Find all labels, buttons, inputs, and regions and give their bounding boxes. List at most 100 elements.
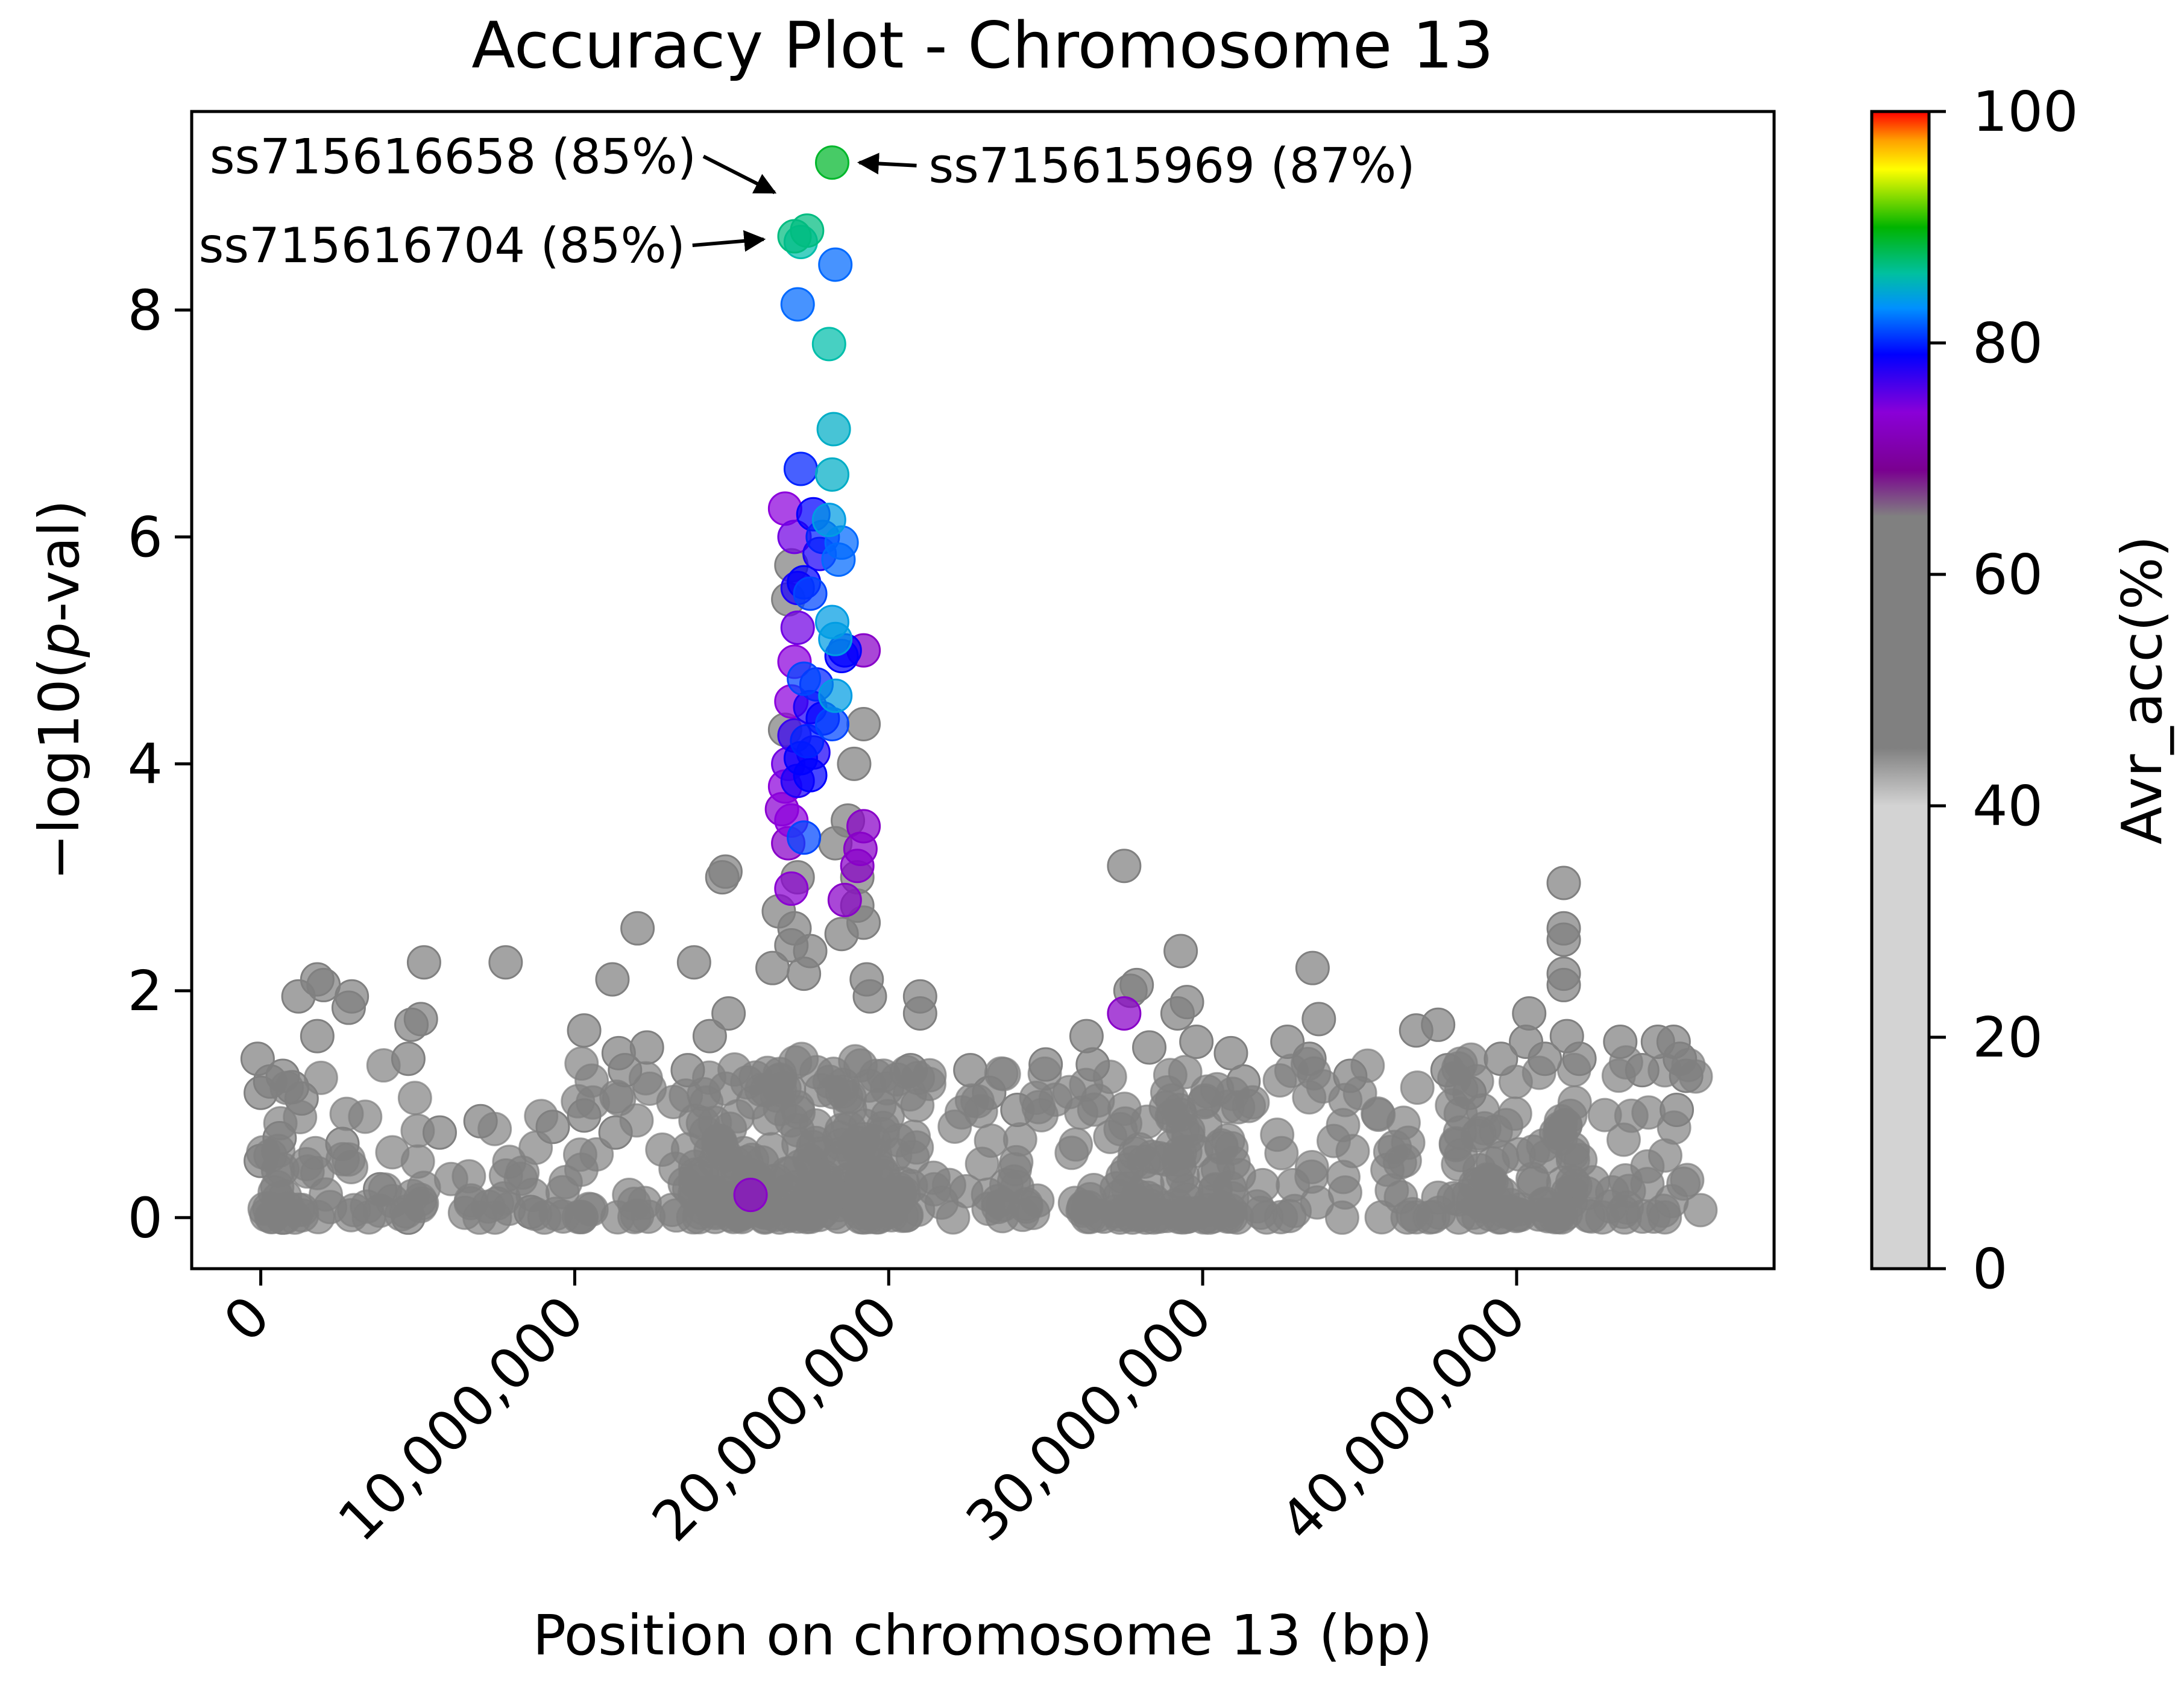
data-point-background <box>600 1200 635 1235</box>
data-point-background <box>453 1183 488 1218</box>
data-point <box>1169 985 1204 1020</box>
data-point <box>846 706 881 741</box>
data-point <box>793 576 828 611</box>
data-point <box>567 1098 602 1133</box>
data-point-background <box>1326 1160 1361 1195</box>
plot-frame <box>190 110 1776 1270</box>
data-point <box>780 610 815 645</box>
data-points-layer <box>240 145 1704 1235</box>
data-point <box>783 451 818 486</box>
data-point <box>1562 1041 1597 1076</box>
data-point <box>488 945 523 980</box>
data-point-background <box>1264 1135 1299 1170</box>
data-point-background <box>1606 1195 1641 1230</box>
data-point <box>676 945 711 980</box>
x-tick-label: 0 <box>212 1284 282 1354</box>
data-point <box>620 911 655 946</box>
data-point <box>262 1121 297 1156</box>
data-point-background <box>751 1101 786 1136</box>
data-point <box>852 979 887 1014</box>
data-point <box>1484 1041 1518 1076</box>
annotation-label: ss715616658 (85%) <box>210 128 696 184</box>
data-point-background <box>1443 1115 1478 1150</box>
data-point <box>811 503 846 538</box>
colorbar-tick-label: 60 <box>1972 542 2043 607</box>
data-point <box>840 849 875 884</box>
data-point <box>1546 865 1581 900</box>
data-point <box>815 145 849 180</box>
data-point <box>1452 1075 1487 1110</box>
data-point-background <box>881 1123 916 1158</box>
data-point-background <box>1683 1193 1718 1228</box>
annotation-arrow <box>702 154 777 195</box>
data-point-background <box>1563 1143 1598 1178</box>
y-axis-label-prefix: −log10( <box>27 658 92 881</box>
data-point-background <box>944 1095 979 1130</box>
annotation-label: ss715616704 (85%) <box>199 218 685 274</box>
data-point <box>815 706 849 741</box>
data-point <box>818 247 853 282</box>
data-point-background <box>329 1096 364 1131</box>
data-point <box>300 1019 335 1054</box>
data-point-background <box>309 1177 344 1212</box>
data-point-background <box>564 1046 599 1081</box>
data-point <box>629 1030 664 1065</box>
data-point <box>1430 1053 1465 1088</box>
data-point-background <box>397 1081 432 1116</box>
data-point <box>1603 1025 1638 1060</box>
data-point <box>363 1172 397 1207</box>
data-point <box>1107 849 1142 884</box>
data-point-background <box>1190 1074 1225 1109</box>
y-tick-label: 0 <box>127 1186 163 1250</box>
data-point <box>953 1053 988 1088</box>
data-point-background <box>678 1149 713 1184</box>
data-point <box>1512 996 1547 1031</box>
data-point <box>1213 1035 1248 1070</box>
data-point-background <box>632 1071 667 1106</box>
data-point-background <box>400 1144 435 1179</box>
data-point-background <box>1054 1135 1089 1170</box>
data-point-background <box>1272 1199 1307 1234</box>
data-point <box>514 1195 548 1230</box>
data-point <box>595 962 630 997</box>
data-point <box>535 1110 570 1145</box>
colorbar-ticks: 0 20 40 60 80 100 <box>1929 80 2079 1301</box>
data-point-background <box>1646 1193 1681 1228</box>
data-point-background <box>1421 1180 1456 1215</box>
data-point <box>463 1104 498 1139</box>
data-point <box>1132 1030 1167 1065</box>
data-point-background <box>971 1192 1006 1226</box>
data-point-background <box>1204 1128 1239 1163</box>
data-point <box>821 542 856 577</box>
data-point <box>816 412 851 447</box>
annotation-label: ss715615969 (87%) <box>929 138 1415 194</box>
data-point <box>824 917 859 952</box>
data-point <box>406 945 441 980</box>
data-point-background <box>433 1161 468 1196</box>
data-point <box>1107 996 1142 1031</box>
data-point-background <box>1606 1122 1641 1157</box>
data-point-background <box>1276 1167 1311 1202</box>
data-point <box>567 1013 602 1048</box>
data-point-background <box>708 1071 743 1106</box>
data-point-background <box>838 1044 873 1079</box>
data-point-background <box>1484 1200 1519 1235</box>
data-point <box>1000 1092 1035 1127</box>
annotations-layer: ss715615969 (87%) ss715616658 (85%) ss7156… <box>199 128 1415 274</box>
data-point-background <box>1391 1125 1426 1160</box>
colorbar-label: Avr_acc(%) <box>2110 536 2174 845</box>
data-point-background <box>1497 1096 1532 1131</box>
x-tick-label: 30,000,000 <box>954 1284 1224 1554</box>
data-point-background <box>1515 1134 1550 1169</box>
data-point <box>837 746 872 781</box>
x-axis: 0 10,000,000 20,000,000 30,000,000 40,000,00… <box>212 1269 1538 1554</box>
data-point <box>827 882 862 917</box>
x-tick-label: 40,000,000 <box>1268 1284 1538 1554</box>
data-point <box>1163 934 1198 969</box>
data-point <box>787 661 822 696</box>
data-point <box>774 871 809 906</box>
data-point-background <box>1128 1200 1163 1235</box>
x-axis-label: Position on chromosome 13 (bp) <box>533 1603 1433 1668</box>
data-point <box>391 1041 426 1076</box>
